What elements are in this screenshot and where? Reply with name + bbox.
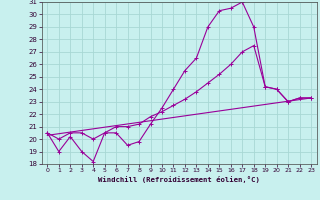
X-axis label: Windchill (Refroidissement éolien,°C): Windchill (Refroidissement éolien,°C) — [98, 176, 260, 183]
